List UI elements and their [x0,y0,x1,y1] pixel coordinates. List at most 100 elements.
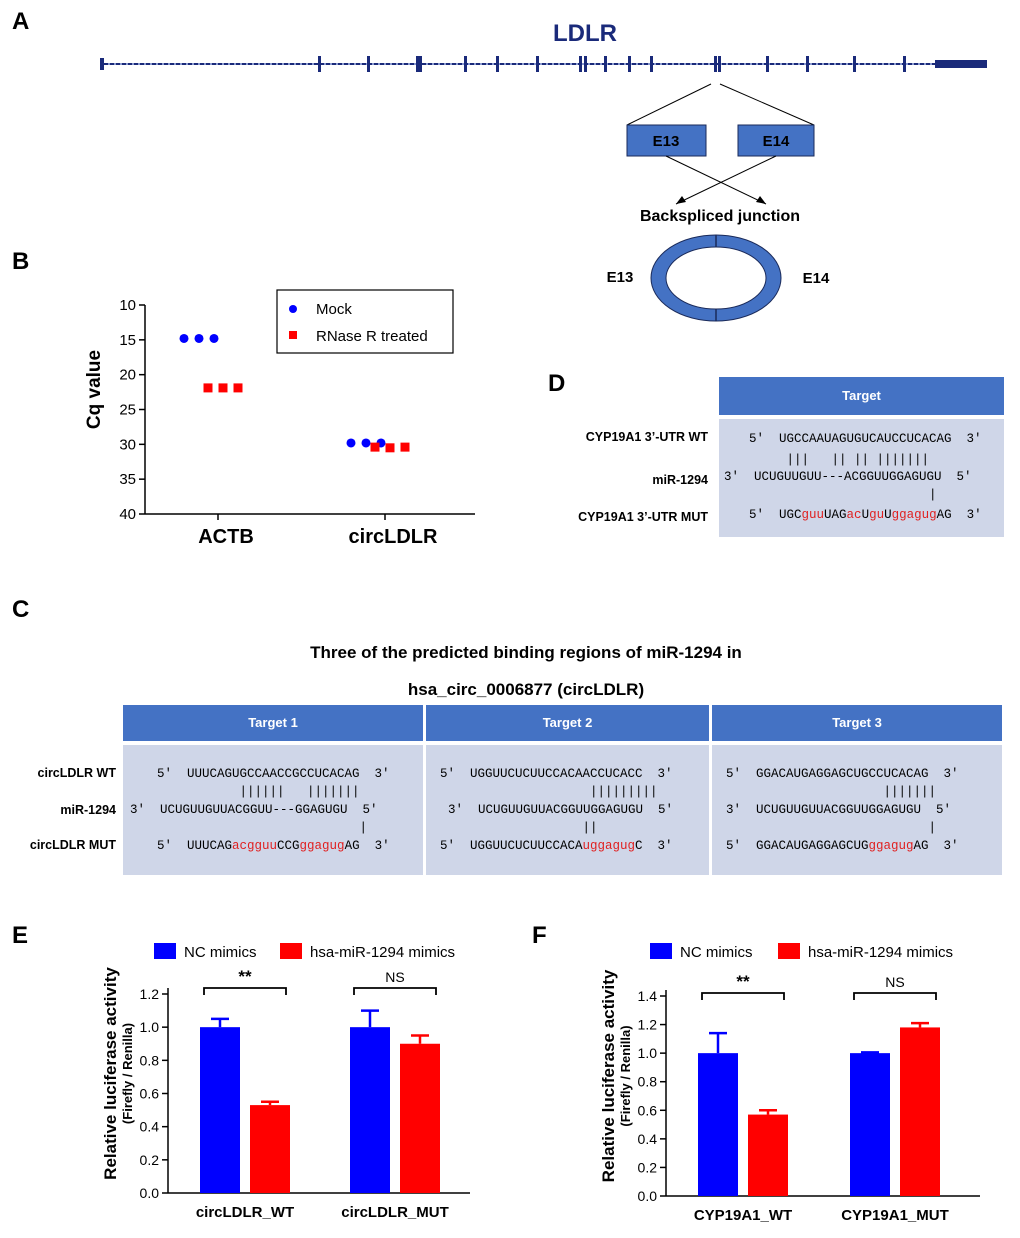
c2-seq-mir: 3′ UCUGUUGUUACGGUUGGAGUGU 5′ [448,803,674,817]
b-y-tick-label: 35 [119,471,136,488]
b-point-mock [361,438,371,448]
b-x-tick-label: circLDLR [349,526,438,548]
f-x-tick-label: CYP19A1_WT [694,1207,792,1224]
b-point-rnase [370,442,380,452]
e-legend-label: hsa-miR-1294 mimics [310,944,455,961]
e-x-tick-label: circLDLR_MUT [341,1204,449,1221]
f-y-tick-label: 1.2 [638,1017,658,1033]
b-point-rnase [203,383,213,393]
b-point-rnase [218,383,228,393]
c3-bars-2: | [726,821,937,835]
b-legend-mock: Mock [316,301,352,318]
c1-seq-wt: 5′ UUUCAGUGCCAACCGCCUCACAG 3′ [157,767,390,781]
c1-bars-1: |||||| ||||||| [157,785,360,799]
b-legend-marker-rnase [289,331,297,339]
b-point-mock [346,438,356,448]
c-cell-target-2 [426,745,709,875]
e-x-tick-label: circLDLR_WT [196,1204,294,1221]
b-y-tick-label: 30 [119,436,136,453]
e-y-tick-label: 0.4 [140,1119,160,1135]
b-legend-rnase: RNase R treated [316,328,428,345]
e-legend-label: NC mimics [184,944,257,961]
b-y-tick-label: 10 [119,297,136,314]
e-bar [400,1043,440,1193]
e-y-axis-label-2: (Firefly / Renilla) [120,1023,135,1124]
f-y-tick-label: 0.6 [638,1102,658,1118]
panel-label-b: B [12,248,30,275]
f-significance-label: ** [736,972,750,991]
exon-mark [584,56,587,72]
e-y-tick-label: 0.6 [140,1086,160,1102]
d-bars-1: ||| || || ||||||| [749,453,930,467]
exon-mark [604,56,607,72]
e-y-tick-label: 0.2 [140,1152,160,1168]
c-cell-target-1 [123,745,423,875]
b-point-rnase [233,383,243,393]
e-y-tick-label: 0.0 [140,1185,160,1201]
d-row-label-wt: CYP19A1 3’-UTR WT [585,430,708,444]
b-legend-marker-mock [289,305,297,313]
e-significance-label: ** [238,967,252,986]
d-seq-mir: 3′ UCUGUUGUU---ACGGUUGGAGUGU 5′ [724,470,972,484]
panel-label-d: D [548,370,566,397]
exon-mark [464,56,467,72]
f-y-tick-label: 0.2 [638,1159,658,1175]
exon-mark [416,56,422,72]
e-bar [350,1027,390,1193]
f-y-tick-label: 0.8 [638,1074,658,1090]
gene-track [100,56,987,72]
exon-mark [714,56,717,72]
f-legend-label: NC mimics [680,944,753,961]
d-sequence-cell [719,419,1004,537]
f-y-tick-label: 0.0 [638,1188,658,1204]
b-y-axis-label: Cq value [84,350,105,429]
b-point-rnase [385,443,395,453]
b-y-tick-label: 15 [119,332,136,349]
b-y-tick-label: 25 [119,402,136,419]
d-bars-2: | [749,488,937,502]
e-significance-bracket [203,987,287,995]
exon-mark [367,56,370,72]
c-title-line-1: Three of the predicted binding regions o… [310,643,742,662]
f-y-axis-label-2: (Firefly / Renilla) [618,1025,633,1126]
exon-mark [766,56,769,72]
exon-mark [650,56,653,72]
b-point-mock [179,333,189,343]
b-y-tick-label: 40 [119,506,136,523]
panel-label-f: F [532,922,547,949]
panel-e-luciferase-bar: NC mimics hsa-miR-1294 mimics Relative lu… [101,943,470,1221]
c3-seq-wt: 5′ GGACAUGAGGAGCUGCCUCACAG 3′ [726,767,959,781]
e-bar [200,1027,240,1193]
panel-label-e: E [12,922,29,949]
c-row-label-wt: circLDLR WT [37,766,116,780]
f-legend-label: hsa-miR-1294 mimics [808,944,953,961]
panel-f-luciferase-bar: NC mimics hsa-miR-1294 mimics Relative lu… [599,943,980,1224]
f-x-tick-label: CYP19A1_MUT [841,1207,949,1224]
d-header-target: Target [719,377,1004,415]
f-bar [698,1053,738,1196]
e-y-tick-label: 1.2 [140,986,160,1002]
c-title-line-2: hsa_circ_0006877 (circLDLR) [407,680,645,699]
e-legend-swatch [280,943,302,959]
gene-title: LDLR [553,20,617,47]
panel-b-cq-scatter: Cq value 10 15 20 25 30 35 40 ACTB circLDLR Mock… [84,289,475,548]
c-header-target-1: Target 1 [123,705,423,741]
e-significance-label: NS [385,969,404,985]
c3-bars-1: ||||||| [726,785,937,799]
panel-a-gene-diagram: LDLR E13 E14 Backspliced junction E13 E1… [100,20,987,322]
exon-mark [628,56,631,72]
d-row-label-mut: CYP19A1 3’-UTR MUT [578,510,708,524]
f-significance-bracket [853,992,937,1000]
f-bar [850,1053,890,1196]
c3-seq-mir: 3′ UCUGUUGUUACGGUUGGAGUGU 5′ [726,803,952,817]
c2-seq-mut: 5′ UGGUUCUCUUCCACAuggagugC 3′ [440,839,673,853]
exon-mark [536,56,539,72]
c2-bars-2: || [440,821,598,835]
c-cell-target-3 [712,745,1002,875]
c3-seq-mut: 5′ GGACAUGAGGAGCUGggagugAG 3′ [726,839,959,853]
exon-mark [496,56,499,72]
exon-mark [718,56,721,72]
f-legend-swatch [650,943,672,959]
f-y-tick-label: 0.4 [638,1131,658,1147]
c-row-label-mut: circLDLR MUT [29,838,116,852]
